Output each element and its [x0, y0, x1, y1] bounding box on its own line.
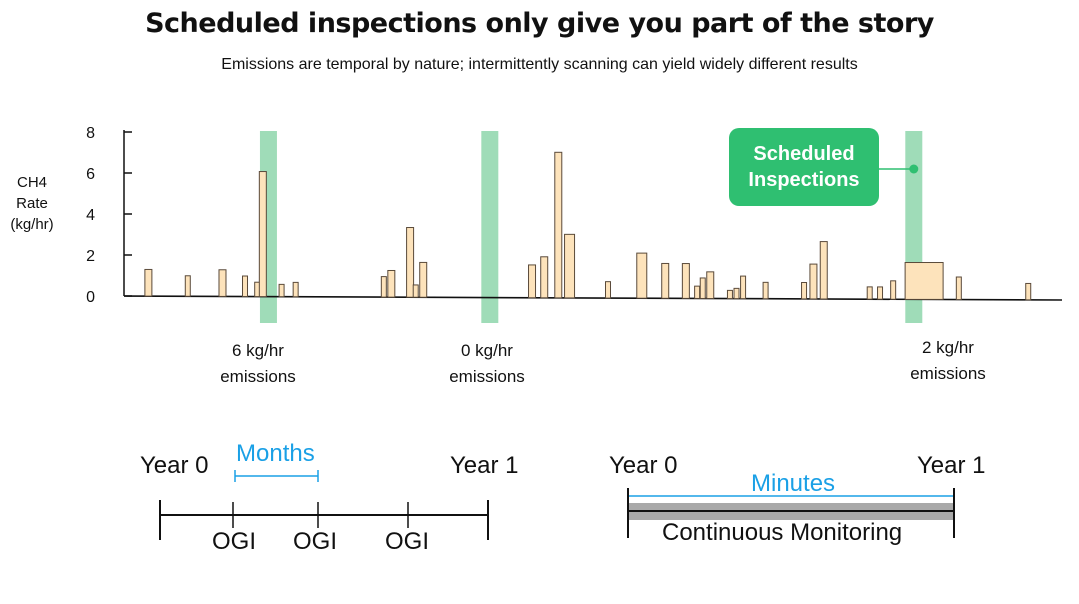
emission-bar	[801, 282, 808, 300]
y-axis: 0 2 4 6 8	[86, 125, 132, 306]
emissions-chart: 0 2 4 6 8	[86, 125, 1063, 323]
y-tick-label: 0	[86, 289, 95, 306]
emission-bar	[380, 276, 387, 298]
emission-bar	[242, 275, 249, 298]
callout-line-1: Scheduled	[753, 143, 855, 165]
emission-bar	[605, 281, 612, 299]
emission-bar	[809, 263, 818, 300]
emission-bar	[406, 227, 415, 298]
emission-bar	[904, 262, 944, 300]
emission-bar	[636, 252, 648, 299]
emission-bar	[890, 280, 897, 300]
y-tick-label: 8	[86, 125, 95, 142]
scheduled-inspections-callout: Scheduled Inspections	[729, 128, 879, 206]
months-interval-label: Months	[236, 440, 315, 467]
inspection-band	[481, 131, 499, 323]
y-tick-label: 6	[86, 166, 95, 183]
emission-bars	[144, 151, 1032, 301]
timeline-start-label: Year 0	[609, 452, 678, 479]
y-axis-label-line: Rate	[16, 195, 48, 212]
emission-bar	[292, 281, 299, 298]
emission-bar	[877, 286, 884, 300]
emission-bar	[681, 263, 690, 299]
inspection-caption: emissions	[220, 367, 296, 386]
inspection-label-3: 2 kg/hr emissions	[878, 335, 1018, 387]
timeline-start-label: Year 0	[140, 452, 209, 479]
emission-bar	[866, 286, 873, 300]
callout-line-2: Inspections	[748, 169, 860, 191]
emission-bar	[184, 275, 191, 297]
emission-bar	[762, 281, 769, 300]
emission-bar	[144, 268, 153, 297]
monitoring-bar	[628, 503, 954, 520]
emission-bar	[258, 171, 267, 298]
y-axis-label: CH4 Rate (kg/hr)	[2, 172, 62, 235]
y-tick-label: 2	[86, 248, 95, 265]
emission-bar	[699, 277, 706, 299]
timeline-end-label: Year 1	[917, 452, 986, 479]
emission-bar	[740, 275, 747, 300]
y-axis-label-line: (kg/hr)	[10, 216, 54, 233]
emission-bar	[528, 264, 537, 299]
inspection-label-1: 6 kg/hr emissions	[188, 338, 328, 390]
emission-bar	[218, 269, 227, 297]
ogi-marker-label: OGI	[293, 528, 338, 555]
emission-bar	[1025, 282, 1032, 301]
inspection-caption: emissions	[449, 367, 525, 386]
emission-bar	[387, 269, 396, 298]
emission-bar	[564, 233, 576, 299]
inspection-caption: emissions	[910, 364, 986, 383]
continuous-monitoring-label: Continuous Monitoring	[662, 519, 903, 546]
emission-bar	[554, 151, 563, 299]
emission-bar	[733, 287, 740, 300]
emission-bar	[419, 261, 428, 298]
timeline-end-label: Year 1	[450, 452, 519, 479]
ogi-marker-label: OGI	[212, 528, 257, 555]
emission-bar	[706, 271, 715, 300]
emission-bar	[661, 262, 670, 299]
emission-bar	[278, 283, 285, 298]
inspection-value: 6 kg/hr	[232, 341, 284, 360]
minutes-interval-label: Minutes	[751, 470, 836, 497]
emission-bar	[412, 284, 419, 298]
chart-title: Scheduled inspections only give you part…	[145, 8, 934, 39]
y-axis-label-line: CH4	[16, 174, 47, 191]
emission-bar	[540, 256, 549, 299]
emission-bar	[819, 241, 828, 300]
inspection-label-2: 0 kg/hr emissions	[417, 338, 557, 390]
emission-bar	[955, 276, 962, 301]
ogi-marker-label: OGI	[385, 528, 430, 555]
inspection-value: 2 kg/hr	[922, 338, 974, 357]
inspection-value: 0 kg/hr	[461, 341, 513, 360]
emission-bar	[694, 285, 701, 299]
y-tick-label: 4	[86, 207, 95, 224]
emission-bar	[726, 289, 733, 300]
callout-dot	[909, 164, 919, 174]
chart-subtitle: Emissions are temporal by nature; interm…	[221, 56, 858, 73]
